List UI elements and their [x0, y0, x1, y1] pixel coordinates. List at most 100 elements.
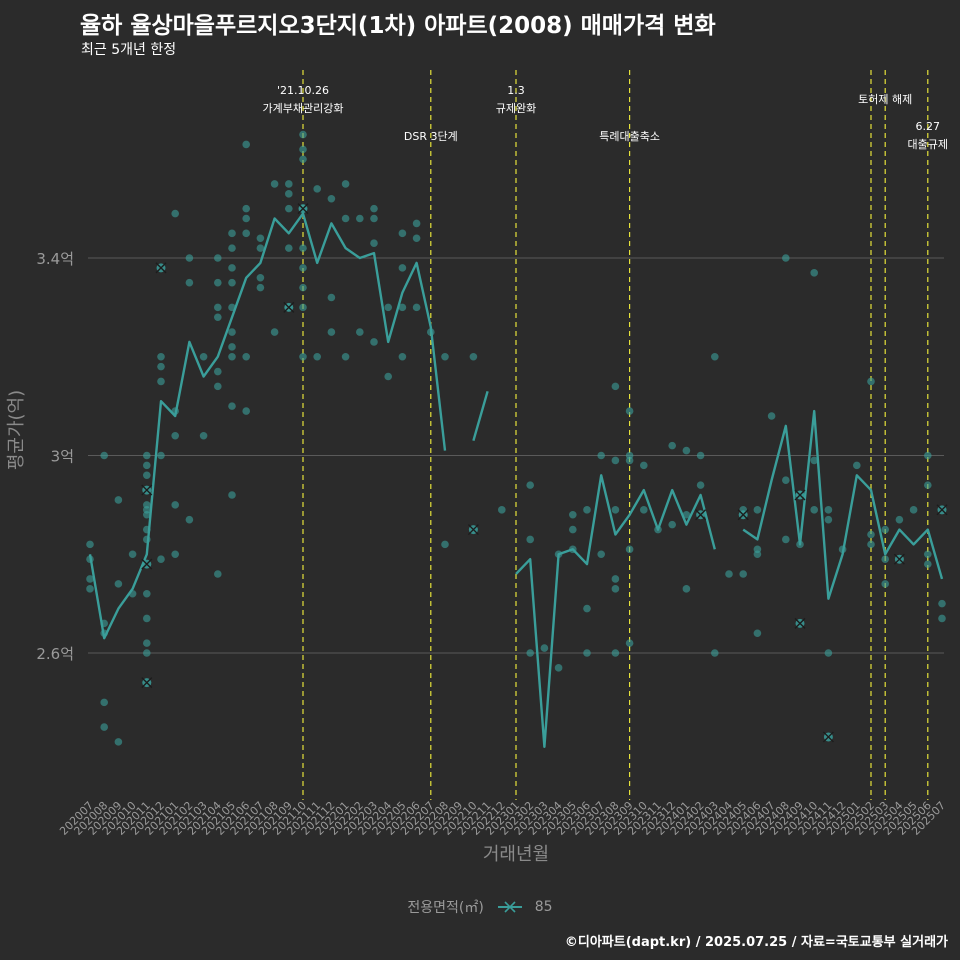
data-point	[668, 520, 676, 529]
data-point	[114, 738, 123, 746]
data-point	[100, 451, 108, 460]
data-point	[682, 446, 691, 455]
data-point	[228, 328, 236, 336]
data-point	[753, 629, 762, 638]
data-point	[753, 550, 762, 559]
data-point	[384, 303, 393, 312]
legend-item-85: 85	[534, 899, 553, 915]
data-point	[86, 575, 94, 583]
data-point	[299, 155, 307, 164]
data-point	[185, 278, 194, 287]
data-point	[924, 481, 932, 489]
event-label: 6.27	[916, 120, 941, 133]
data-point	[526, 481, 534, 489]
data-point	[881, 580, 889, 588]
data-point	[625, 456, 634, 465]
data-point	[611, 382, 620, 391]
data-point	[157, 451, 165, 460]
data-point	[356, 328, 364, 336]
data-point	[711, 352, 719, 361]
event-label: '21.10.26	[277, 84, 329, 97]
data-point	[285, 190, 293, 198]
data-point	[810, 506, 818, 514]
data-point	[299, 244, 307, 252]
series-line-85	[472, 390, 489, 442]
data-point	[810, 456, 818, 465]
event-label: 대출규제	[908, 138, 948, 151]
event-label: 규제완화	[496, 102, 536, 115]
data-point	[625, 545, 634, 554]
legend: 전용면적(㎡) 85	[0, 897, 960, 917]
data-point	[100, 698, 108, 707]
data-point	[611, 575, 620, 583]
data-point	[569, 525, 577, 534]
data-point	[398, 303, 407, 312]
data-point	[157, 362, 165, 371]
data-point	[668, 441, 676, 450]
data-point	[824, 515, 833, 524]
data-point	[881, 555, 889, 563]
data-point	[214, 313, 222, 322]
legend-swatch-icon	[498, 901, 523, 913]
data-point	[938, 614, 946, 623]
data-point	[143, 649, 151, 657]
data-point	[412, 303, 421, 312]
data-point	[256, 244, 265, 252]
marker-cross	[737, 509, 749, 521]
series-line-85	[515, 474, 716, 748]
data-point	[327, 328, 336, 336]
data-point	[384, 372, 393, 381]
data-point	[640, 461, 648, 470]
data-point	[569, 510, 577, 519]
data-point	[441, 540, 449, 549]
data-point	[285, 180, 293, 188]
series-line-85	[88, 212, 447, 640]
data-point	[782, 254, 790, 262]
data-point	[398, 264, 407, 272]
data-point	[299, 145, 307, 154]
data-point	[611, 649, 620, 657]
x-axis-title: 거래년월	[483, 844, 549, 865]
data-point	[341, 352, 350, 361]
data-point	[270, 328, 279, 336]
data-point	[143, 471, 151, 480]
marker-cross	[141, 484, 153, 496]
data-point	[299, 303, 307, 312]
source-caption: ©디아파트(dapt.kr) / 2025.07.25 / 자료=국토교통부 실…	[564, 935, 948, 950]
chart-subtitle: 최근 5개년 한정	[81, 42, 177, 58]
data-point	[313, 352, 322, 361]
data-point	[114, 580, 123, 588]
data-point	[909, 506, 918, 514]
legend-title: 전용면적(㎡)	[407, 900, 484, 916]
data-point	[810, 269, 818, 277]
event-label: DSR 3단계	[404, 130, 458, 143]
data-point	[853, 461, 861, 470]
marker-cross	[297, 203, 309, 215]
data-point	[441, 352, 449, 361]
data-point	[256, 273, 265, 282]
data-point	[327, 194, 336, 203]
data-point	[285, 244, 293, 252]
event-label: 특례대출축소	[599, 130, 660, 143]
data-point	[214, 367, 222, 376]
data-point	[214, 278, 222, 287]
data-point	[228, 244, 236, 252]
data-point	[242, 140, 250, 149]
data-point	[526, 649, 534, 657]
marker-cross	[283, 301, 295, 313]
data-point	[299, 283, 307, 292]
data-point	[214, 303, 222, 312]
data-point	[171, 431, 179, 440]
data-point	[370, 338, 378, 346]
event-label: 1.3	[507, 84, 525, 97]
data-point	[867, 377, 875, 386]
data-point	[299, 264, 307, 272]
data-point	[228, 278, 236, 287]
marker-cross	[155, 262, 167, 274]
data-point	[157, 377, 165, 386]
data-point	[370, 204, 378, 213]
data-point	[157, 352, 165, 361]
data-point	[895, 515, 904, 524]
marker-cross	[141, 677, 153, 689]
data-point	[924, 451, 932, 460]
